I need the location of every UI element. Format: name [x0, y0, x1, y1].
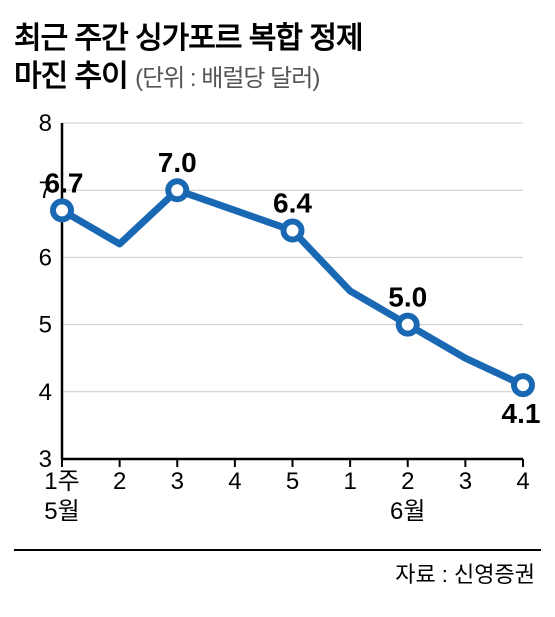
data-marker [168, 181, 186, 199]
value-label: 7.0 [158, 147, 197, 178]
value-label: 4.1 [502, 398, 541, 429]
y-tick-label: 6 [39, 244, 52, 271]
value-label: 5.0 [388, 282, 427, 313]
x-tick-label: 2 [401, 468, 414, 495]
x-tick-label: 1 [343, 468, 356, 495]
x-tick-label: 3 [171, 468, 184, 495]
x-tick-label: 4 [228, 468, 241, 495]
source-divider [14, 549, 541, 551]
y-tick-label: 4 [39, 379, 52, 406]
y-tick-label: 8 [39, 110, 52, 137]
data-marker [53, 201, 71, 219]
x-tick-label: 4 [516, 468, 529, 495]
x-month-label: 6월 [390, 498, 425, 525]
value-label: 6.7 [45, 167, 84, 198]
x-tick-label: 3 [459, 468, 472, 495]
line-chart: 3456781주234512345월6월6.77.06.45.04.1 [14, 103, 541, 543]
title-line-1: 최근 주간 싱가포르 복합 정제 [14, 20, 541, 58]
x-tick-label: 1주 [44, 468, 79, 495]
chart-source: 자료 : 신영증권 [14, 557, 541, 589]
data-marker [399, 316, 417, 334]
data-marker [284, 222, 302, 240]
value-label: 6.4 [273, 188, 312, 219]
title-main: 마진 추이 [14, 60, 128, 93]
y-tick-label: 5 [39, 312, 52, 339]
data-marker [514, 376, 532, 394]
x-month-label: 5월 [44, 498, 79, 525]
x-tick-label: 2 [113, 468, 126, 495]
chart-container: 최근 주간 싱가포르 복합 정제 마진 추이 (단위 : 배럴당 달러) 3 4 5… [0, 0, 555, 617]
chart-svg: 3456781주234512345월6월6.77.06.45.04.1 [14, 103, 541, 543]
title-unit: (단위 : 배럴당 달러) [135, 65, 319, 92]
title-line-2: 마진 추이 (단위 : 배럴당 달러) [14, 58, 541, 96]
chart-title-block: 최근 주간 싱가포르 복합 정제 마진 추이 (단위 : 배럴당 달러) [14, 20, 541, 95]
x-tick-label: 5 [286, 468, 299, 495]
